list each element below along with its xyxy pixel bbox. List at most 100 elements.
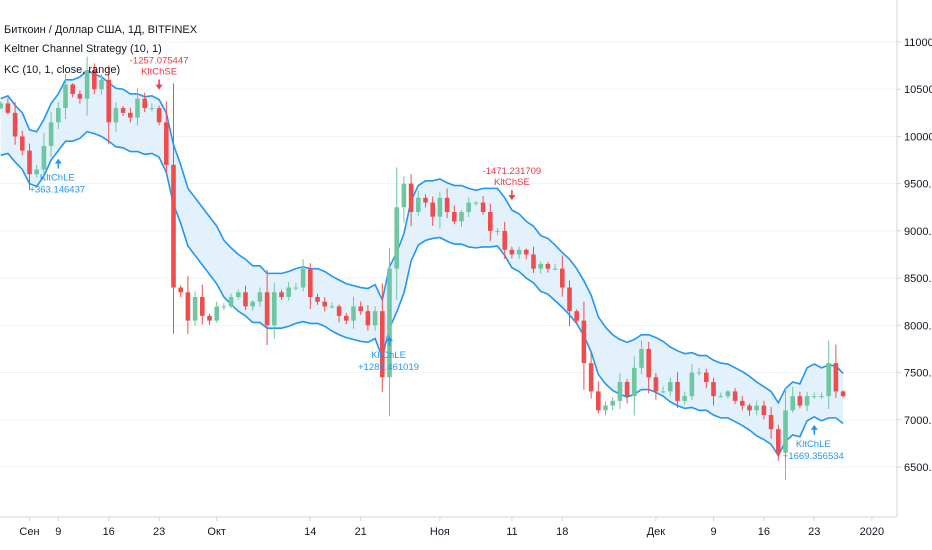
x-tick-label: Ноя (430, 526, 450, 538)
candle-body (603, 405, 608, 411)
x-tick-label: 2020 (860, 526, 884, 538)
candle (725, 390, 731, 399)
candle-body (20, 136, 25, 151)
candle-body (358, 306, 363, 312)
candle-body (192, 296, 198, 321)
candle (423, 194, 428, 208)
candle (380, 283, 385, 392)
candle-body (682, 396, 687, 401)
candle-body (106, 79, 111, 123)
x-tick-label: Окт (207, 526, 226, 538)
y-tick-label: 11000.0 (904, 37, 932, 49)
candle (92, 63, 97, 95)
candle-body (63, 84, 68, 109)
candle (41, 132, 47, 181)
candle (401, 176, 407, 223)
candle-body (164, 122, 169, 165)
candle (653, 373, 659, 400)
candle-body (725, 391, 731, 397)
candle (826, 340, 831, 409)
candle (178, 285, 183, 298)
candle-body (423, 197, 428, 203)
candle (430, 196, 435, 226)
signal-label: KltChSE (141, 67, 177, 78)
candle-body (236, 292, 241, 297)
candle (646, 341, 651, 394)
candle (394, 167, 399, 300)
candle-body (732, 391, 738, 401)
candle (264, 269, 270, 346)
candle (747, 403, 752, 416)
candle-body (740, 400, 745, 406)
candle-body (243, 292, 248, 307)
candle (200, 284, 205, 325)
candle (236, 289, 241, 300)
candle-body (545, 263, 551, 269)
candle (480, 196, 486, 215)
candle (408, 174, 414, 227)
candle (560, 255, 565, 297)
candle (819, 392, 824, 399)
candle (574, 309, 579, 324)
arrow-down-icon (508, 195, 516, 201)
candle-body (279, 292, 284, 297)
signal-label: KltChLE (40, 173, 75, 184)
candle (639, 340, 644, 375)
candle-body (416, 197, 421, 212)
candle (63, 74, 68, 120)
candle-body (336, 306, 342, 316)
candle (516, 246, 522, 259)
candle (768, 406, 774, 439)
signal-profit: +363.146437 (29, 185, 85, 196)
x-tick-label: 14 (304, 526, 316, 538)
y-tick-label: 7000.0 (904, 415, 932, 427)
candle-body (372, 311, 378, 326)
signal-label: KltChSE (494, 177, 530, 188)
candle (783, 388, 788, 481)
candle-body (214, 306, 219, 321)
channel-fill (0, 70, 844, 456)
strategy-legend[interactable]: Keltner Channel Strategy (10, 1) (4, 43, 162, 55)
candle (70, 82, 75, 98)
arrow-down-icon (155, 84, 163, 90)
candle-body (185, 292, 191, 321)
candle-body (120, 108, 126, 113)
candle (466, 197, 471, 217)
candle (509, 246, 515, 259)
candle-body (5, 103, 11, 113)
candle-body (516, 249, 522, 255)
candle-body (70, 84, 75, 94)
candle-body (207, 315, 212, 321)
candle-body (696, 372, 702, 374)
candle-body (797, 396, 803, 406)
candle-body (624, 381, 630, 397)
candle (790, 386, 795, 413)
candle (740, 396, 745, 411)
candle (365, 305, 371, 331)
candle-body (639, 348, 644, 368)
candle (372, 306, 378, 331)
signal-profit: +1669.356534 (783, 451, 844, 462)
candle-body (502, 230, 507, 250)
candle (286, 282, 291, 301)
candle-body (574, 311, 579, 321)
indicator-legend[interactable]: KC (10, 1, close, range) (4, 64, 121, 76)
candle-body (646, 348, 651, 378)
candle-body (653, 377, 659, 392)
candle-body (509, 249, 515, 255)
candle (581, 301, 587, 390)
candle (452, 205, 457, 225)
candle (588, 352, 594, 399)
x-tick-label: 9 (55, 526, 61, 538)
candle-body (747, 405, 752, 411)
candle-body (293, 287, 299, 289)
candle-body (77, 93, 83, 99)
candle (797, 391, 803, 409)
candle (682, 391, 687, 405)
candle (437, 192, 443, 229)
candle-body (257, 292, 263, 302)
y-tick-label: 9500.0 (904, 179, 932, 191)
